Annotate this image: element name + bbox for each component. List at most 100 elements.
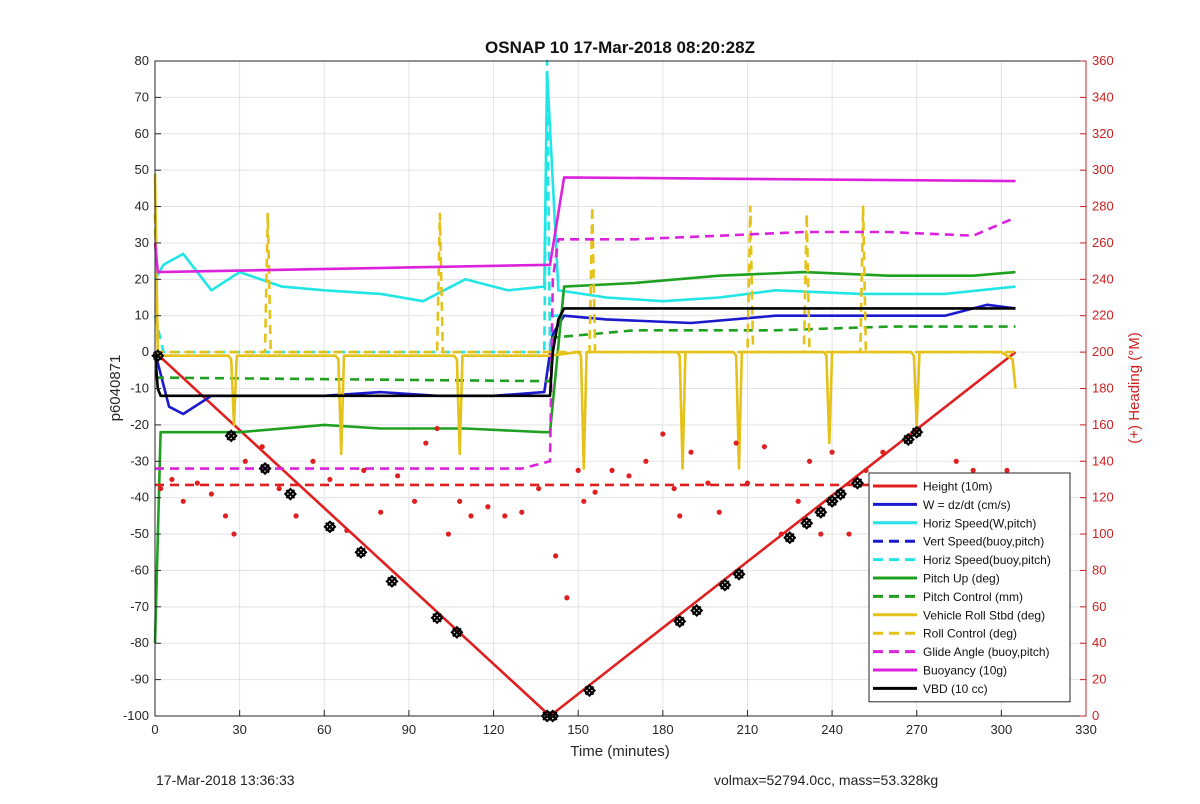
axes: 0 30 60 90 120 150 180 210 240 270 300 330807060504… — [123, 53, 1114, 737]
legend-entry: Height (10m) — [923, 480, 992, 494]
data-point — [553, 553, 559, 559]
y-tick-label-left: -70 — [130, 599, 149, 614]
data-point — [180, 498, 186, 504]
data-point — [344, 527, 350, 534]
y-tick-label-right: 80 — [1092, 562, 1106, 577]
x-tick-label: 270 — [906, 722, 928, 737]
data-point — [231, 531, 237, 537]
legend: Height (10m) W = dz/dt (cm/s) Horiz Speed(… — [868, 472, 1071, 703]
data-point — [327, 476, 333, 483]
data-point — [519, 509, 525, 515]
y-tick-label-right: 180 — [1092, 381, 1114, 396]
data-point — [1004, 467, 1010, 473]
legend-entry: W = dz/dt (cm/s) — [923, 498, 1011, 512]
y-axis-label-right: (+) Heading (°M) — [1126, 332, 1143, 443]
legend-entry: Vert Speed(buoy,pitch) — [923, 535, 1044, 549]
x-axis-label: Time (minutes) — [570, 743, 669, 760]
y-tick-label-right: 240 — [1092, 271, 1114, 286]
marker-point — [901, 432, 915, 446]
data-point — [208, 491, 215, 497]
y-tick-label-right: 60 — [1092, 599, 1106, 614]
data-point — [716, 509, 722, 515]
x-tick-label: 150 — [567, 722, 589, 737]
data-point — [581, 498, 587, 504]
data-point — [194, 480, 200, 486]
x-tick-label: 90 — [402, 722, 416, 737]
data-point — [795, 498, 801, 504]
data-point — [609, 467, 615, 473]
marker-point — [385, 574, 399, 588]
y-tick-label-right: 200 — [1092, 344, 1114, 359]
data-point — [880, 449, 886, 455]
marker-point — [783, 531, 797, 545]
data-point — [502, 513, 508, 519]
data-point — [806, 458, 813, 464]
series-line-11 — [153, 307, 1016, 398]
data-point — [677, 513, 683, 519]
marker-point — [354, 545, 368, 559]
data-point — [411, 498, 418, 504]
y-tick-label-right: 340 — [1092, 89, 1114, 104]
marker-point — [430, 611, 444, 625]
marker-point — [224, 429, 238, 443]
legend-entry: VBD (10 cc) — [923, 682, 988, 696]
marker-point — [718, 578, 732, 592]
data-point — [744, 480, 751, 486]
data-point — [688, 449, 694, 455]
y-tick-label-left: 0 — [142, 344, 149, 359]
data-point — [863, 467, 869, 473]
marker-point — [732, 567, 746, 581]
marker-point — [258, 462, 272, 476]
data-point — [671, 485, 677, 492]
y-tick-label-left: -60 — [130, 562, 149, 577]
y-tick-label-left: -30 — [130, 453, 149, 468]
y-tick-label-left: 10 — [135, 308, 149, 323]
marker-point — [582, 683, 597, 698]
series-line-2 — [153, 70, 1016, 303]
data-point — [378, 509, 384, 515]
legend-entry: Glide Angle (buoy,pitch) — [923, 645, 1050, 659]
x-tick-label: 210 — [737, 722, 759, 737]
y-tick-label-left: 20 — [135, 271, 149, 286]
series-line-9 — [155, 216, 1017, 470]
marker-point — [450, 625, 464, 639]
y-tick-label-right: 280 — [1092, 199, 1114, 214]
marker-point — [283, 487, 297, 501]
legend-entry: Horiz Speed(W,pitch) — [923, 516, 1036, 530]
data-point — [242, 458, 248, 464]
data-point — [761, 444, 767, 450]
series-line-10 — [153, 176, 1016, 274]
data-point — [158, 485, 164, 492]
data-point — [575, 467, 581, 473]
y-tick-label-left: -100 — [123, 708, 149, 723]
y-tick-label-right: 20 — [1092, 672, 1106, 687]
y-tick-label-left: -10 — [130, 381, 149, 396]
y-tick-label-left: -50 — [130, 526, 149, 541]
marker-point — [800, 516, 814, 530]
y-tick-label-left: 30 — [135, 235, 149, 250]
data-point — [468, 513, 474, 519]
y-tick-label-right: 100 — [1092, 526, 1114, 541]
data-point — [643, 458, 649, 464]
data-layer — [151, 59, 1019, 723]
data-point — [953, 458, 959, 464]
data-point — [361, 467, 367, 473]
chart: 0 30 60 90 120 150 180 210 240 270 300 330807060504… — [107, 38, 1143, 760]
data-point — [536, 485, 542, 492]
legend-entry: Pitch Up (deg) — [923, 572, 1000, 586]
data-point — [445, 531, 452, 537]
y-tick-label-right: 260 — [1092, 235, 1114, 250]
data-point — [778, 531, 784, 537]
y-tick-label-right: 300 — [1092, 162, 1114, 177]
data-point — [457, 498, 463, 504]
marker-point — [690, 603, 704, 618]
y-tick-label-right: 160 — [1092, 417, 1114, 432]
data-point — [169, 476, 175, 483]
data-point — [970, 467, 976, 473]
series-line-7 — [153, 173, 1017, 470]
data-point — [818, 531, 824, 537]
y-tick-label-left: 40 — [135, 199, 149, 214]
x-tick-label: 120 — [483, 722, 505, 737]
data-point — [733, 440, 739, 446]
legend-entry: Horiz Speed(buoy,pitch) — [923, 553, 1051, 567]
